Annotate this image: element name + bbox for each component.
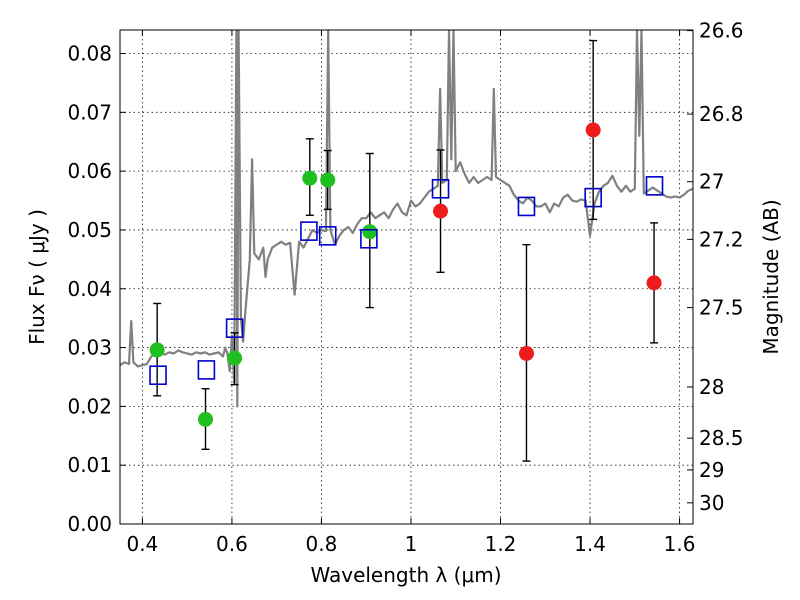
- model-photometry-square: [517, 196, 536, 217]
- y-tick-label: 0.08: [67, 42, 112, 66]
- y-tick-label: 0.07: [67, 100, 112, 124]
- y-axis-title: Flux Fν ( μJy ): [25, 209, 49, 345]
- green-data-point: [302, 170, 318, 186]
- y-tick-label: 0.03: [67, 336, 112, 360]
- grid: [120, 30, 693, 525]
- y2-tick-label: 30: [699, 491, 724, 515]
- plot-area: [120, 30, 693, 462]
- model-photometry-square: [431, 178, 450, 199]
- y2-axis-title: Magnitude (AB): [759, 199, 783, 354]
- y-tick-label: 0.05: [67, 218, 112, 242]
- y2-tick-label: 26.8: [699, 102, 744, 126]
- x-tick-label: 0.8: [306, 532, 338, 556]
- model-photometry-square: [149, 365, 167, 386]
- y-tick-label: 0.00: [67, 512, 112, 536]
- model-photometry-square: [300, 221, 318, 241]
- x-tick-label: 0.6: [216, 532, 248, 556]
- y2-tick-label: 27: [699, 170, 724, 194]
- x-tick-label: 1.2: [485, 532, 517, 556]
- x-tick-label: 0.4: [126, 532, 158, 556]
- plot-frame: [119, 29, 694, 525]
- model-photometry-square: [197, 360, 216, 380]
- red-data-point: [433, 203, 449, 219]
- x-tick-label: 1: [405, 532, 418, 556]
- x-tick-label: 1.6: [664, 532, 696, 556]
- y2-tick-label: 29: [699, 458, 724, 482]
- y2-tick-label: 28.5: [699, 426, 744, 450]
- y2-tick-label: 27.5: [699, 296, 744, 320]
- green-data-point: [227, 350, 243, 366]
- x-axis-title: Wavelength λ (μm): [310, 563, 501, 587]
- model-photometry-square: [360, 228, 378, 249]
- model-photometry-square: [318, 226, 337, 246]
- model-photometry-square: [584, 187, 602, 208]
- y-tick-label: 0.01: [67, 453, 112, 477]
- x-tick-label: 1.4: [574, 532, 606, 556]
- y2-tick-label: 26.6: [699, 19, 744, 43]
- green-data-point: [320, 172, 336, 188]
- model-spectrum-line: [120, 30, 693, 408]
- y-tick-label: 0.04: [67, 277, 112, 301]
- green-data-point: [198, 411, 214, 427]
- tick-labels: 0.4 0.6 0.8 1 1.2 1.4 1.6 0.00 0.01 0.02 0.03 0.04 0…: [67, 19, 743, 556]
- model-photometry-square: [645, 176, 664, 196]
- y-tick-label: 0.06: [67, 159, 112, 183]
- red-data-point: [585, 122, 601, 138]
- model-photometry-square: [225, 318, 244, 338]
- red-data-point: [518, 345, 534, 361]
- ticks: [120, 30, 693, 525]
- red-data-point: [646, 275, 662, 291]
- y2-tick-label: 27.2: [699, 227, 744, 251]
- green-data-point: [362, 224, 378, 240]
- green-data-point: [149, 342, 165, 358]
- y-tick-label: 0.02: [67, 394, 112, 418]
- y2-tick-label: 28: [699, 375, 724, 399]
